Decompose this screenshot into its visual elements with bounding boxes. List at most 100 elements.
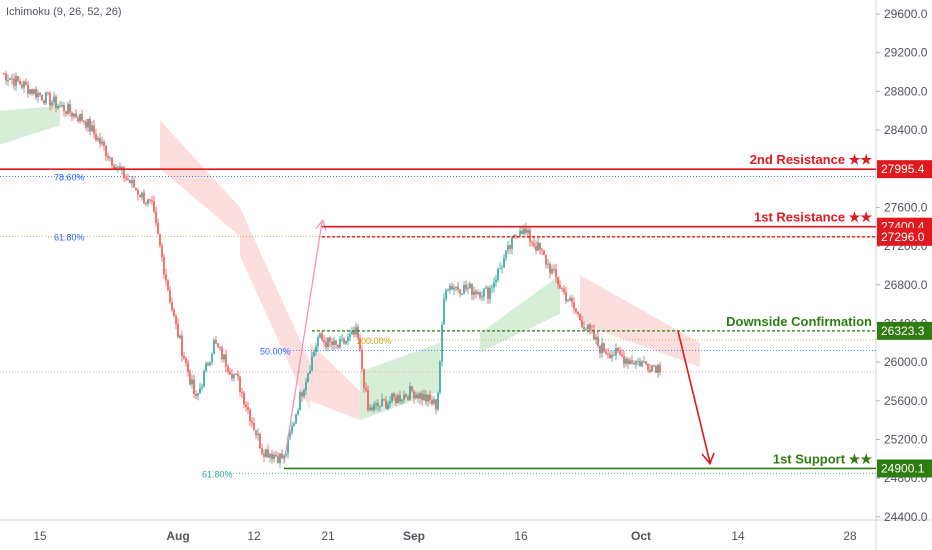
candle-body	[545, 255, 547, 265]
candle-body	[103, 141, 105, 147]
candle-body	[659, 364, 661, 373]
candle-body	[591, 329, 593, 331]
candle-body	[603, 343, 605, 352]
candle-body	[193, 379, 195, 395]
candle-body	[581, 320, 583, 328]
candle-body	[49, 92, 51, 106]
candle-body	[111, 157, 113, 166]
candle-body	[167, 280, 169, 291]
candle-body	[461, 293, 463, 295]
candle-body	[71, 112, 73, 117]
candle-body	[553, 268, 555, 270]
candle-body	[423, 394, 425, 401]
candle-body	[275, 454, 277, 457]
candles	[3, 70, 661, 468]
candle-body	[583, 327, 585, 330]
candle-body	[237, 373, 239, 377]
candle-body	[479, 292, 481, 298]
candle-body	[527, 230, 529, 233]
candle-body	[513, 234, 515, 238]
candle-body	[525, 228, 527, 233]
candle-body	[183, 355, 185, 359]
time-tick-label: 15	[33, 529, 47, 543]
candle-body	[121, 167, 123, 170]
candle-body	[149, 199, 151, 201]
candle-body	[245, 404, 247, 408]
candle-body	[159, 234, 161, 246]
candle-body	[435, 399, 437, 410]
candle-body	[337, 344, 339, 348]
candle-body	[649, 369, 651, 372]
price-tag	[877, 321, 932, 340]
candle-body	[655, 366, 657, 373]
candle-body	[641, 361, 643, 367]
candle-body	[543, 250, 545, 256]
candle-body	[101, 141, 103, 144]
candle-body	[133, 180, 135, 188]
candle-body	[41, 94, 43, 101]
candle-body	[323, 339, 325, 343]
candle-body	[239, 376, 241, 392]
candle-body	[351, 331, 353, 335]
candle-body	[587, 324, 589, 329]
candle-body	[135, 187, 137, 191]
candle-body	[273, 454, 275, 459]
candle-body	[37, 92, 39, 98]
candle-body	[595, 336, 597, 340]
candle-body	[607, 353, 609, 355]
candle-body	[491, 287, 493, 289]
candle-body	[445, 290, 447, 299]
candle-body	[147, 199, 149, 204]
candle-body	[115, 166, 117, 169]
candle-body	[349, 334, 351, 337]
candle-body	[613, 354, 615, 356]
candle-body	[431, 400, 433, 405]
candle-body	[645, 361, 647, 364]
candle-body	[151, 200, 153, 202]
candle-body	[163, 257, 165, 275]
candle-body	[185, 358, 187, 363]
candle-body	[177, 323, 179, 338]
candle-body	[551, 268, 553, 274]
time-tick-label: 28	[843, 529, 857, 543]
candle-body	[495, 279, 497, 283]
candle-body	[651, 365, 653, 372]
candle-body	[203, 371, 205, 387]
candle-body	[389, 401, 391, 404]
candle-body	[85, 121, 87, 128]
candle-body	[489, 287, 491, 299]
candle-body	[413, 391, 415, 399]
candle-body	[291, 425, 293, 433]
candle-body	[457, 286, 459, 290]
candle-body	[169, 290, 171, 303]
projection-line	[283, 221, 323, 464]
price-tag-label: 24900.1	[881, 461, 925, 475]
candle-body	[363, 369, 365, 389]
candle-body	[145, 203, 147, 205]
candle-body	[59, 105, 61, 107]
candle-body	[313, 351, 315, 357]
candle-body	[381, 399, 383, 407]
candle-body	[611, 354, 613, 358]
candle-body	[107, 156, 109, 158]
candle-body	[277, 456, 279, 463]
candle-body	[631, 360, 633, 364]
candle-body	[271, 453, 273, 459]
fib-label: 61.80%	[54, 232, 85, 242]
candle-body	[295, 414, 297, 424]
candle-body	[399, 395, 401, 402]
candle-body	[123, 167, 125, 178]
fib-label: 78.60%	[54, 172, 85, 182]
price-tick-label: 26800.0	[884, 278, 928, 292]
candle-body	[427, 394, 429, 402]
candle-body	[471, 283, 473, 295]
time-tick-label: Aug	[166, 529, 189, 543]
candle-body	[187, 362, 189, 373]
candle-body	[259, 433, 261, 449]
candle-body	[39, 92, 41, 95]
cloud-band-red	[240, 207, 310, 411]
candle-body	[79, 113, 81, 122]
candle-body	[359, 338, 361, 350]
candle-body	[209, 362, 211, 366]
